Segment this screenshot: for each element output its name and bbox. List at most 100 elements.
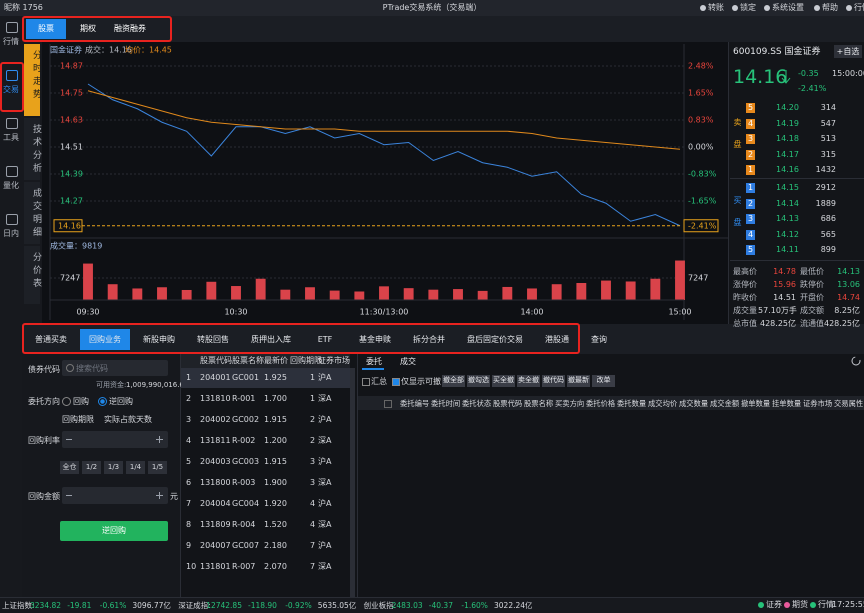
order-tab[interactable]: 成交 (400, 357, 416, 366)
menu-item[interactable]: 帮助 (822, 3, 838, 12)
menu-item[interactable]: 系统设置 (772, 3, 804, 12)
input-box[interactable] (62, 431, 168, 448)
watch-label[interactable]: +自选 (836, 47, 860, 56)
menu-icon[interactable] (732, 5, 738, 11)
nav-icon[interactable] (6, 166, 18, 177)
quick-button[interactable] (148, 461, 167, 474)
order-button[interactable] (467, 375, 490, 387)
order-button-label[interactable]: 撤代码 (543, 376, 564, 384)
trade-tab[interactable]: 普通买卖 (35, 335, 67, 344)
quick-button[interactable] (104, 461, 123, 474)
quick-label[interactable]: 全仓 (62, 463, 77, 471)
quick-label[interactable]: 1/4 (129, 463, 142, 471)
trade-tab[interactable]: 新股申购 (143, 335, 175, 344)
quick-button[interactable] (126, 461, 145, 474)
stat-value: 14.78 (773, 267, 796, 276)
header-checkbox[interactable] (384, 400, 392, 408)
menu-item[interactable]: 锁定 (740, 3, 756, 12)
trade-tab[interactable]: 盘后固定价交易 (467, 335, 523, 344)
order-button-label[interactable]: 撤勾选 (468, 376, 489, 384)
order-button-label[interactable]: 改单 (596, 376, 611, 384)
input-box[interactable] (62, 487, 168, 504)
chart-tab[interactable] (24, 44, 40, 116)
menu-icon[interactable] (700, 5, 706, 11)
checkbox-label[interactable]: 仅显示可撤 (401, 377, 441, 386)
input-box[interactable] (62, 360, 168, 376)
quick-button[interactable] (60, 461, 79, 474)
menu-icon[interactable] (814, 5, 820, 11)
divider (730, 260, 864, 261)
nav-item[interactable]: 工具 (3, 133, 19, 142)
radio-label[interactable]: 回购 (73, 397, 89, 406)
quick-label[interactable]: 1/3 (107, 463, 120, 471)
order-button[interactable] (442, 375, 465, 387)
plus-icon[interactable] (159, 492, 160, 499)
trade-tab-active[interactable] (80, 329, 130, 350)
trade-tab[interactable]: 回购业务 (89, 335, 121, 344)
chart-tab[interactable] (24, 182, 40, 244)
checkbox[interactable] (392, 378, 400, 386)
nav-item[interactable]: 交易 (3, 85, 19, 94)
order-button-label[interactable]: 撤最新 (568, 376, 589, 384)
trade-tab[interactable]: 拆分合并 (413, 335, 445, 344)
plus-icon[interactable] (159, 436, 160, 443)
quick-label[interactable]: 1/5 (151, 463, 164, 471)
product-tab-label[interactable]: 融资融券 (114, 24, 146, 33)
submit-button[interactable] (60, 521, 168, 541)
index-field: 深证成指: (178, 601, 211, 610)
menu-item[interactable]: 转账 (708, 3, 724, 12)
product-tab[interactable] (26, 19, 66, 39)
trade-tab[interactable]: 质押出入库 (251, 335, 291, 344)
radio[interactable] (62, 397, 71, 406)
nav-item[interactable]: 量化 (3, 181, 19, 190)
menu-icon[interactable] (764, 5, 770, 11)
minus-icon[interactable] (66, 439, 72, 440)
menu-icon[interactable] (846, 5, 852, 11)
order-button-label[interactable]: 卖全撤 (518, 376, 539, 384)
order-button[interactable] (592, 375, 615, 387)
nav-icon[interactable] (6, 70, 18, 81)
checkbox-label[interactable]: 汇总 (371, 377, 387, 386)
minus-icon[interactable] (66, 495, 72, 496)
product-tab-label[interactable]: 期权 (80, 24, 96, 33)
order-button[interactable] (567, 375, 590, 387)
chart-tab-label[interactable]: 成交明细 (31, 188, 41, 240)
order-button-label[interactable]: 撤全部 (443, 376, 464, 384)
nav-item[interactable]: 行情 (3, 37, 19, 46)
quick-label[interactable]: 1/2 (85, 463, 98, 471)
trade-tab[interactable]: 港股通 (545, 335, 569, 344)
radio-label[interactable]: 逆回购 (109, 397, 133, 406)
order-button-label[interactable]: 买全撤 (493, 376, 514, 384)
chart-info: 国金证券 (50, 45, 82, 55)
chart-tab-label[interactable]: 分时走势 (31, 50, 41, 102)
order-button[interactable] (492, 375, 515, 387)
order-button[interactable] (517, 375, 540, 387)
chart-tab-label[interactable]: 技术分析 (31, 124, 41, 176)
trade-tab[interactable]: 查询 (591, 335, 607, 344)
trade-tab[interactable]: 基金申赎 (359, 335, 391, 344)
nav-icon[interactable] (6, 118, 18, 129)
order-form (22, 354, 180, 597)
chart-tab[interactable] (24, 246, 40, 304)
y2-tick-label: -0.83% (688, 170, 717, 179)
submit-label[interactable]: 逆回购 (102, 526, 126, 535)
chart-tab-label[interactable]: 分价表 (31, 252, 41, 291)
trade-tab[interactable]: ETF (317, 335, 333, 344)
watch-button[interactable] (834, 45, 862, 58)
order-tab[interactable]: 委托 (366, 357, 382, 366)
checkbox[interactable] (362, 378, 370, 386)
quick-button[interactable] (82, 461, 101, 474)
last-pct-label: -2.41% (688, 221, 717, 230)
trade-tab[interactable]: 转股回售 (197, 335, 229, 344)
radio[interactable] (98, 397, 107, 406)
nav-item[interactable]: 日内 (3, 229, 19, 238)
product-tab-label[interactable]: 股票 (38, 24, 54, 33)
table-cell: R-001 (232, 394, 256, 403)
nav-icon[interactable] (6, 22, 18, 33)
status-dot (810, 602, 816, 608)
nav-icon[interactable] (6, 214, 18, 225)
chart-tab[interactable] (24, 118, 40, 180)
order-button[interactable] (542, 375, 565, 387)
menu-item[interactable]: 行情 (854, 3, 864, 12)
level-volume: 513 (820, 134, 836, 143)
